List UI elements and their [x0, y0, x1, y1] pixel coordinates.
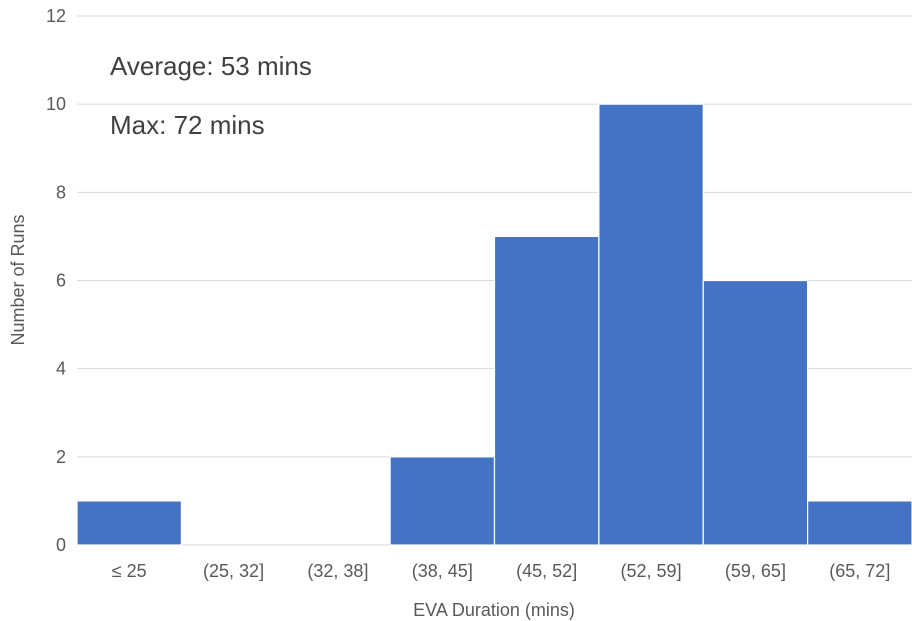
x-tick-label: (38, 45]	[412, 561, 473, 581]
bar	[702, 279, 809, 546]
y-tick-label: 2	[56, 447, 66, 467]
y-tick-label: 4	[56, 359, 66, 379]
bar	[598, 103, 704, 546]
x-tick-label: ≤ 25	[112, 561, 147, 581]
annotation-average: Average: 53 mins	[110, 51, 312, 81]
y-tick-label: 6	[56, 271, 66, 291]
y-tick-label: 10	[46, 94, 66, 114]
y-tick-labels: 0 2 4 6 8 10 12	[46, 6, 66, 555]
bar	[493, 235, 600, 546]
y-tick-label: 0	[56, 535, 66, 555]
bar	[807, 500, 912, 546]
x-tick-label: (65, 72]	[829, 561, 890, 581]
x-tick-label: (25, 32]	[203, 561, 264, 581]
bars	[76, 103, 912, 546]
y-tick-label: 12	[46, 6, 66, 26]
y-axis-title: Number of Runs	[8, 214, 28, 345]
x-tick-label: (59, 65]	[725, 561, 786, 581]
bar	[389, 456, 496, 546]
annotation-max: Max: 72 mins	[110, 110, 265, 140]
x-axis-title: EVA Duration (mins)	[413, 600, 575, 620]
x-tick-label: (32, 38]	[307, 561, 368, 581]
x-tick-labels: ≤ 25 (25, 32] (32, 38] (38, 45] (45, 52] (52,…	[112, 561, 891, 581]
bar	[76, 500, 182, 546]
y-tick-label: 8	[56, 182, 66, 202]
x-tick-label: (45, 52]	[516, 561, 577, 581]
x-tick-label: (52, 59]	[621, 561, 682, 581]
